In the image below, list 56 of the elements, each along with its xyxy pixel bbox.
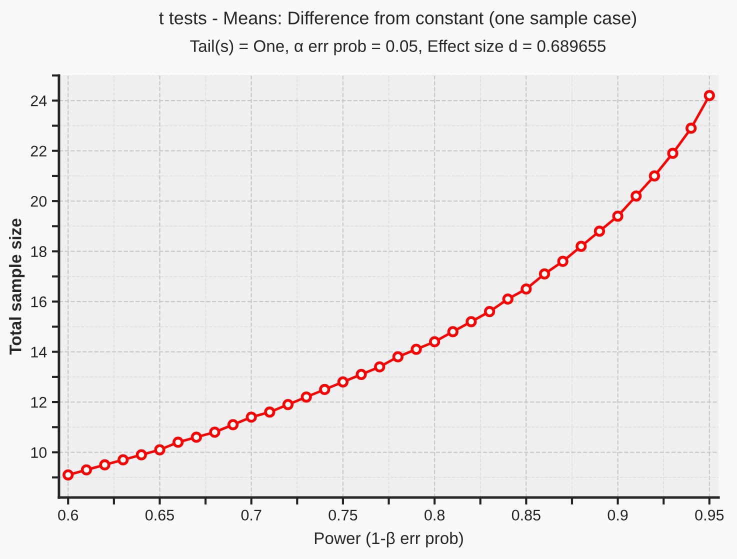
x-tick-label: 0.75 xyxy=(328,510,358,521)
point xyxy=(557,256,568,267)
y-tick-label: 18 xyxy=(31,246,46,258)
x-tick-label: 0.85 xyxy=(512,510,540,521)
point xyxy=(576,240,587,252)
chart-subtitle: Tail(s) = One, α err prob = 0.05, Effect size d = 0.689655 xyxy=(190,40,606,56)
point xyxy=(356,368,367,380)
point xyxy=(447,326,458,338)
point xyxy=(648,170,660,182)
point xyxy=(246,412,257,423)
point xyxy=(264,406,276,418)
point xyxy=(520,283,532,295)
point xyxy=(594,226,606,237)
y-tick-label: 20 xyxy=(30,196,47,207)
x-tick-label: 0.9 xyxy=(608,510,628,521)
y-tick-label: 16 xyxy=(31,296,46,308)
point xyxy=(484,306,496,318)
x-tick-label: 0.7 xyxy=(241,510,262,521)
x-tick-label: 0.95 xyxy=(695,510,724,521)
point xyxy=(704,90,715,102)
point xyxy=(429,336,440,348)
point xyxy=(374,361,386,372)
point xyxy=(630,190,642,202)
point xyxy=(62,469,74,480)
point xyxy=(686,122,697,134)
y-axis-title: Total sample size xyxy=(9,218,25,355)
point xyxy=(300,391,312,403)
point xyxy=(612,210,624,222)
point xyxy=(227,419,239,430)
x-tick-label: 0.65 xyxy=(145,510,174,521)
point xyxy=(80,464,92,476)
point xyxy=(209,426,220,438)
y-tick-label: 22 xyxy=(30,146,46,156)
x-tick-label: 0.8 xyxy=(424,510,445,521)
point xyxy=(538,268,550,280)
point xyxy=(337,376,349,388)
point xyxy=(502,293,514,305)
point xyxy=(282,399,294,410)
point xyxy=(154,444,166,456)
point xyxy=(99,459,110,470)
y-tick-label: 12 xyxy=(31,396,46,408)
y-tick-label: 14 xyxy=(31,346,47,358)
point xyxy=(118,454,129,466)
y-tick-label: 10 xyxy=(31,447,47,458)
point xyxy=(466,316,477,328)
chart-title: t tests - Means: Difference from constant (one sample case) xyxy=(159,11,636,28)
y-tick-label: 24 xyxy=(30,95,47,106)
x-tick-label: 0.6 xyxy=(58,510,78,521)
point xyxy=(410,344,422,355)
point xyxy=(392,351,404,362)
point xyxy=(136,449,147,460)
point xyxy=(172,436,184,448)
x-axis-title: Power (1-β err prob) xyxy=(314,532,463,548)
point xyxy=(190,432,202,443)
point xyxy=(319,384,330,396)
point xyxy=(667,148,678,159)
